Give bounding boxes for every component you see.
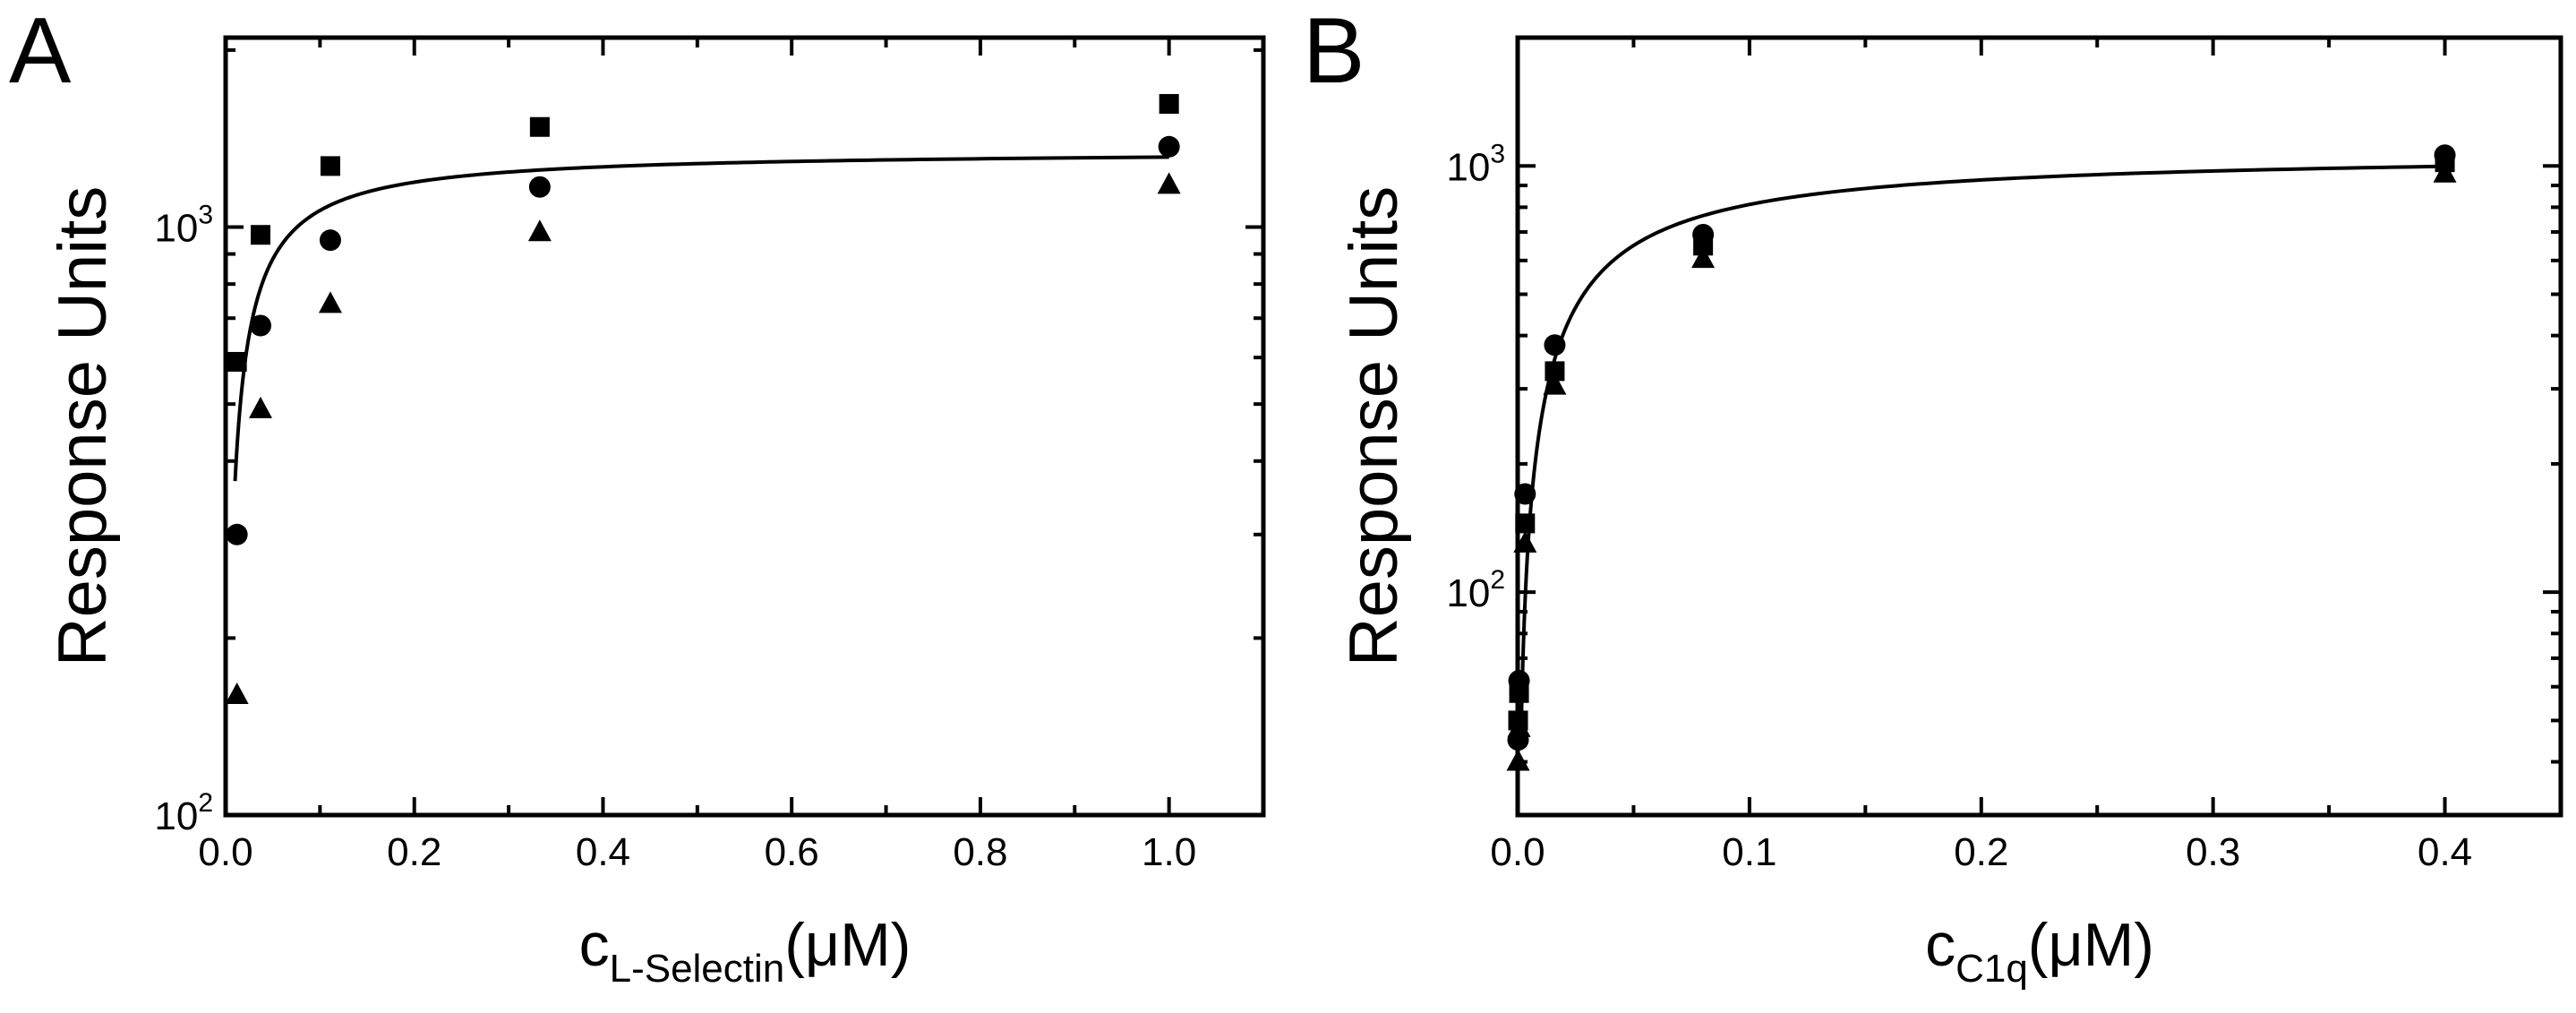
panel-b-point-triangle (1506, 749, 1530, 771)
panel-a-point-square (250, 225, 270, 245)
panel-a-point-circle (1158, 135, 1180, 158)
panel-b-y-axis-label: Response Units (1336, 186, 1412, 667)
panel-a-x-tick-labels: 0.0 0.2 0.4 0.6 0.8 1.0 (198, 830, 1196, 874)
panel-b-x-label-unit: (μM) (2028, 911, 2154, 979)
panel-a-point-triangle (318, 291, 342, 313)
panel-a-point-square (320, 156, 340, 176)
panel-a-point-triangle (248, 396, 272, 418)
panel-a-x-tick-label: 0.0 (198, 830, 252, 874)
panel-b-x-label-base: c (1925, 911, 1956, 979)
panel-b-point-square (1515, 513, 1536, 534)
panel-b-point-triangle (1691, 246, 1716, 269)
panel-b-point-square (1545, 361, 1565, 382)
panel-a-letter: A (9, 0, 72, 103)
panel-b-x-label-subscript: C1q (1956, 947, 2028, 991)
panel-a-point-square (227, 351, 247, 372)
panel-a-plot-frame (223, 35, 1266, 818)
panel-a-point-circle (226, 523, 248, 545)
panel-b-point-circle (1544, 334, 1566, 356)
panel-b-x-tick-label: 0.4 (2418, 830, 2472, 874)
panel-a-y-axis-label: Response Units (45, 186, 121, 667)
panel-b-point-triangle (2433, 160, 2457, 183)
panel-b-x-tick-label: 0.1 (1722, 830, 1776, 874)
panel-a: A 0.0 0.2 0.4 0.6 0.8 1.0 102 103 Response Uni… (9, 0, 1266, 991)
panel-a-point-circle (249, 314, 271, 337)
panel-b-point-circle (1692, 223, 1715, 245)
panel-b-letter: B (1303, 0, 1365, 103)
panel-a-point-circle (528, 176, 551, 198)
panel-b-y-tick-label: 102 (1446, 565, 1505, 615)
panel-a-x-label-subscript: L-Selectin (610, 947, 785, 991)
panel-a-x-tick-label: 0.2 (387, 830, 441, 874)
panel-a-ticks (224, 38, 1263, 817)
panel-a-x-tick-label: 0.4 (576, 830, 630, 874)
panel-a-y-tick-label: 102 (154, 788, 213, 838)
panel-b-point-circle (2434, 144, 2456, 167)
panel-b-fit-curve (1519, 164, 2445, 733)
panel-b-point-triangle (1507, 715, 1531, 737)
panel-b-ticks (1516, 36, 2561, 817)
panel-b-data-points (1506, 144, 2457, 771)
panel-b-y-tick-labels: 102 103 (1446, 139, 1505, 615)
panel-a-x-tick-label: 1.0 (1142, 830, 1196, 874)
panel-b-x-tick-label: 0.3 (2186, 830, 2240, 874)
panel-b-plot-frame (1515, 35, 2563, 818)
panel-b-point-circle (1508, 669, 1530, 691)
panel-b-point-triangle (1513, 530, 1537, 553)
panel-a-x-label-unit: (μM) (784, 911, 911, 979)
panel-a-point-triangle (225, 682, 249, 705)
panel-b-point-circle (1514, 483, 1536, 505)
panel-a-fit-curve (233, 155, 1169, 482)
panel-a-y-tick-labels: 102 103 (154, 201, 213, 838)
panel-a-y-tick-label: 103 (154, 201, 213, 251)
panel-a-point-square (1159, 93, 1179, 114)
panel-a-x-tick-label: 0.6 (765, 830, 819, 874)
panel-a-x-tick-label: 0.8 (953, 830, 1007, 874)
panel-b-x-tick-label: 0.2 (1954, 830, 2008, 874)
panel-a-data-points (225, 93, 1181, 705)
panel-a-point-triangle (1157, 172, 1181, 194)
panel-b-x-axis-label: cC1q(μM) (1925, 911, 2154, 991)
panel-b-point-triangle (1543, 373, 1567, 395)
panel-b-x-tick-label: 0.0 (1490, 830, 1545, 874)
panel-a-point-square (529, 116, 550, 137)
panel-b-y-tick-label: 103 (1446, 139, 1505, 189)
panel-b-x-tick-labels: 0.0 0.1 0.2 0.3 0.4 (1490, 830, 2472, 874)
panel-a-point-triangle (527, 219, 552, 242)
panel-a-point-circle (319, 229, 341, 252)
panel-a-x-axis-label: cL-Selectin(μM) (579, 911, 911, 991)
panel-a-x-label-base: c (579, 911, 610, 979)
